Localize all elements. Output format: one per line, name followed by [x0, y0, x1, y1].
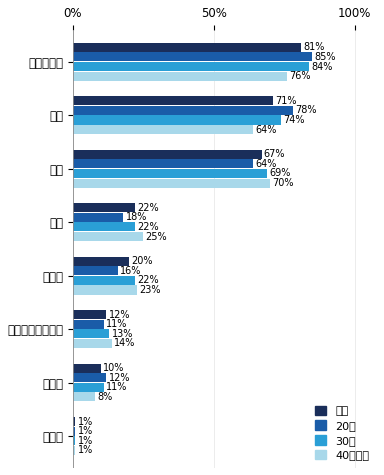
Text: 14%: 14% — [114, 339, 136, 349]
Bar — [73, 285, 137, 294]
Bar — [73, 329, 109, 338]
Text: 23%: 23% — [140, 285, 161, 295]
Bar — [73, 276, 135, 285]
Text: 67%: 67% — [264, 149, 285, 159]
Text: 22%: 22% — [137, 276, 159, 285]
Text: 11%: 11% — [106, 382, 127, 392]
Bar — [73, 125, 253, 134]
Text: 13%: 13% — [112, 329, 133, 339]
Bar — [73, 427, 76, 436]
Text: 20%: 20% — [131, 256, 153, 266]
Bar — [73, 203, 135, 212]
Text: 11%: 11% — [106, 319, 127, 329]
Bar — [73, 256, 129, 266]
Text: 12%: 12% — [109, 373, 130, 383]
Text: 22%: 22% — [137, 203, 159, 213]
Text: 10%: 10% — [103, 363, 124, 373]
Bar — [73, 392, 95, 401]
Bar — [73, 310, 106, 319]
Bar — [73, 159, 253, 169]
Bar — [73, 232, 143, 241]
Text: 76%: 76% — [289, 71, 311, 81]
Text: 1%: 1% — [78, 446, 93, 456]
Legend: 全体, 20代, 30代, 40代以上: 全体, 20代, 30代, 40代以上 — [313, 403, 371, 463]
Bar — [73, 72, 287, 81]
Text: 18%: 18% — [126, 212, 147, 222]
Bar — [73, 266, 118, 275]
Bar — [73, 169, 267, 178]
Text: 22%: 22% — [137, 222, 159, 232]
Bar — [73, 179, 270, 188]
Bar — [73, 43, 301, 52]
Bar — [73, 320, 104, 329]
Text: 16%: 16% — [120, 266, 141, 276]
Bar — [73, 150, 262, 159]
Text: 74%: 74% — [283, 115, 305, 125]
Text: 1%: 1% — [78, 417, 93, 427]
Bar — [73, 62, 310, 71]
Text: 84%: 84% — [312, 62, 333, 72]
Text: 1%: 1% — [78, 426, 93, 436]
Text: 85%: 85% — [314, 52, 336, 62]
Bar — [73, 446, 76, 455]
Text: 69%: 69% — [270, 169, 291, 179]
Bar — [73, 115, 281, 124]
Text: 64%: 64% — [255, 124, 277, 134]
Bar — [73, 222, 135, 231]
Bar — [73, 383, 104, 392]
Text: 1%: 1% — [78, 436, 93, 446]
Bar — [73, 106, 293, 115]
Text: 64%: 64% — [255, 159, 277, 169]
Bar — [73, 52, 312, 61]
Bar — [73, 436, 76, 446]
Text: 71%: 71% — [275, 96, 296, 106]
Bar — [73, 373, 106, 382]
Bar — [73, 363, 101, 372]
Text: 25%: 25% — [146, 232, 167, 242]
Text: 78%: 78% — [295, 105, 316, 115]
Bar — [73, 417, 76, 426]
Bar — [73, 213, 123, 222]
Text: 70%: 70% — [272, 178, 294, 188]
Text: 8%: 8% — [98, 392, 113, 402]
Text: 81%: 81% — [303, 42, 324, 52]
Bar — [73, 339, 112, 348]
Bar — [73, 96, 273, 105]
Text: 12%: 12% — [109, 310, 130, 320]
